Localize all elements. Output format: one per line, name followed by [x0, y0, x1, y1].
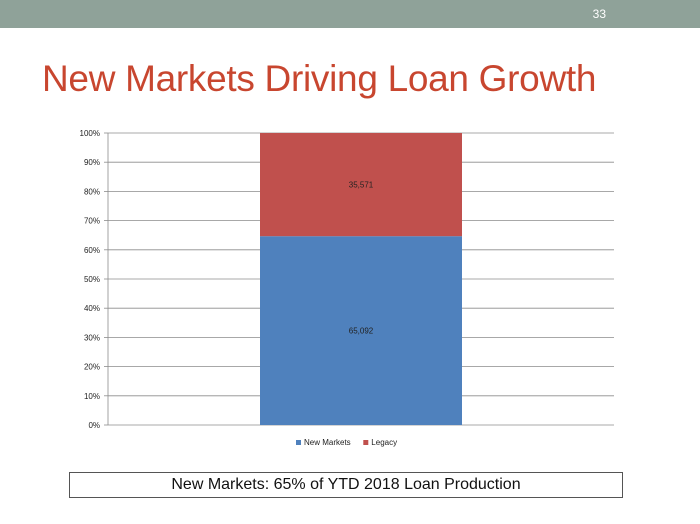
bar-new-markets [260, 236, 462, 425]
y-tick-label: 50% [84, 275, 100, 284]
y-tick-label: 0% [88, 421, 100, 430]
legend-label-legacy: Legacy [371, 438, 397, 447]
stacked-bar-chart: 0% 10% 20% 30% 40% 50% 60% 70% 80% 90% 100% 65,092 3… [80, 129, 614, 447]
y-tick-label: 100% [80, 129, 100, 138]
y-tick-label: 70% [84, 217, 100, 226]
y-tick-label: 10% [84, 392, 100, 401]
slide-number: 33 [592, 7, 606, 21]
y-tick-label: 40% [84, 304, 100, 313]
y-tick-label: 60% [84, 246, 100, 255]
legend-label-new-markets: New Markets [304, 438, 351, 447]
slide-title: New Markets Driving Loan Growth [42, 58, 597, 99]
top-bar: 33 [0, 0, 700, 28]
y-tick-label: 30% [84, 333, 100, 342]
caption-box: New Markets: 65% of YTD 2018 Loan Produc… [69, 472, 623, 498]
y-tick-label: 20% [84, 363, 100, 372]
legend-swatch-new-markets [296, 440, 301, 445]
y-tick-label: 90% [84, 158, 100, 167]
y-tick-label: 80% [84, 187, 100, 196]
bar-legacy [260, 133, 462, 237]
legend-swatch-legacy [363, 440, 369, 445]
data-label-new-markets: 65,092 [349, 327, 374, 336]
data-label-legacy: 35,571 [349, 181, 374, 190]
